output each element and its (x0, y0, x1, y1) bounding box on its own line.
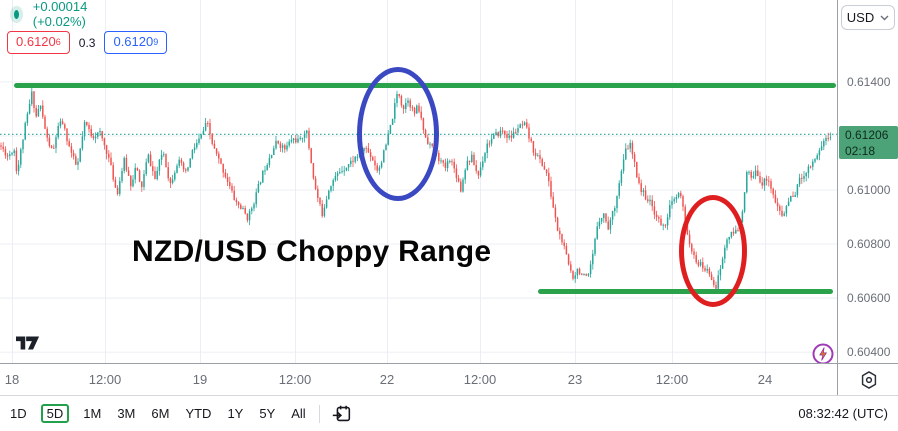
ask-price-sup: 9 (153, 37, 159, 47)
candle-countdown: 02:18 (845, 144, 876, 159)
bid-price-sup: 6 (55, 37, 61, 47)
price-change-text: +0.00014 (+0.02%) (32, 0, 88, 29)
bid-ask-row: 0.6120 6 0.3 0.6120 9 (7, 31, 168, 54)
goto-date-calendar-icon (332, 405, 350, 421)
time-axis-label: 22 (379, 372, 395, 387)
currency-selector-label: USD (846, 10, 875, 25)
range-button-5y[interactable]: 5Y (259, 406, 276, 421)
blue-ellipse-annotation[interactable] (357, 67, 439, 201)
axis-corner (837, 363, 898, 396)
chevron-down-icon (880, 15, 889, 20)
price-axis-label: 0.60400 (847, 345, 891, 360)
range-button-6m[interactable]: 6M (151, 406, 170, 421)
time-axis-label: 18 (4, 372, 20, 387)
price-axis-label: 0.60600 (847, 291, 891, 306)
time-axis-label: 23 (567, 372, 583, 387)
time-axis[interactable]: 18 12:00 19 12:00 22 12:00 23 12:00 24 (0, 363, 837, 396)
bottom-toolbar: 1D 5D 1M 3M 6M YTD 1Y 5Y All 08:32:42 (UTC) (0, 395, 898, 431)
time-axis-label: 24 (757, 372, 773, 387)
time-axis-label: 19 (192, 372, 208, 387)
range-button-1m[interactable]: 1M (83, 406, 102, 421)
bid-price: 0.6120 (16, 34, 56, 49)
range-button-5d[interactable]: 5D (40, 404, 70, 423)
price-axis[interactable]: USD 0.61206 02:18 0.61400 0.61000 0.60800 0… (837, 0, 898, 363)
support-line[interactable] (538, 288, 833, 294)
last-price-label: 0.61206 02:18 (839, 126, 898, 160)
toolbar-divider (318, 404, 320, 423)
range-button-1d[interactable]: 1D (10, 406, 27, 421)
last-price-value: 0.61206 (845, 128, 889, 143)
market-status-dot-icon (14, 9, 19, 19)
time-axis-label: 12:00 (655, 372, 689, 387)
price-axis-label: 0.61000 (847, 183, 891, 197)
range-button-3m[interactable]: 3M (117, 406, 136, 421)
goto-date-button[interactable] (331, 403, 353, 425)
ask-price-box[interactable]: 0.6120 9 (104, 31, 168, 54)
price-axis-label: 0.60800 (847, 237, 891, 252)
range-buttons: 1D 5D 1M 3M 6M YTD 1Y 5Y All (8, 404, 308, 423)
price-axis-label: 0.61400 (847, 74, 891, 89)
time-axis-label: 12:00 (278, 372, 312, 387)
spread-value: 0.3 (78, 35, 96, 50)
time-axis-label: 12:00 (88, 372, 122, 387)
chart-annotation-text[interactable]: NZD/USD Choppy Range (132, 235, 492, 268)
bid-price-box[interactable]: 0.6120 6 (7, 31, 70, 54)
range-button-1y[interactable]: 1Y (227, 406, 244, 421)
red-ellipse-annotation[interactable] (679, 195, 747, 308)
change-row: +0.00014 (+0.02%) (14, 0, 92, 29)
time-axis-label: 12:00 (463, 372, 497, 387)
ask-price: 0.6120 (113, 34, 154, 49)
currency-selector[interactable]: USD (841, 5, 895, 30)
range-button-ytd[interactable]: YTD (185, 406, 212, 421)
range-button-all[interactable]: All (291, 406, 306, 421)
settings-gear-icon[interactable] (858, 369, 880, 391)
tradingview-logo[interactable] (16, 335, 40, 351)
clock[interactable]: 08:32:42 (UTC) (798, 406, 888, 421)
chart-pane[interactable]: NZD/USD Choppy Range +0.00014 (+0.02%) 0… (0, 0, 837, 365)
